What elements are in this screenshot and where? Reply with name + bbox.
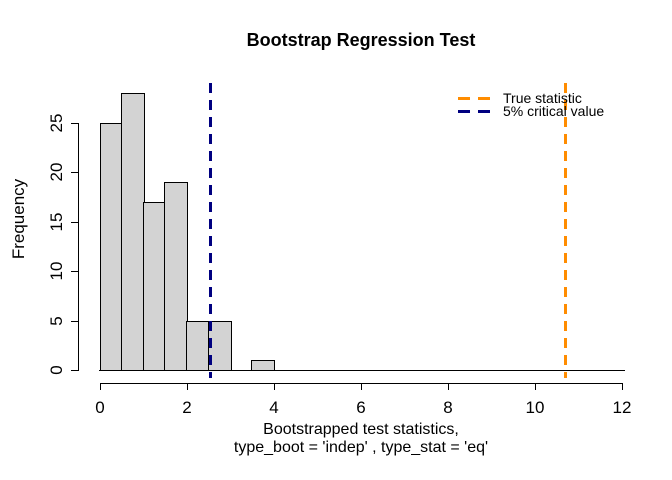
x-tick: [448, 383, 449, 390]
navy-dashed-line-icon: [458, 110, 493, 113]
x-tick-label: 4: [269, 398, 279, 417]
legend-label-critical-value: 5% critical value: [503, 103, 605, 119]
orange-dashed-line-icon: [458, 97, 493, 100]
y-tick-label: 25: [47, 113, 66, 133]
x-tick-label: 10: [525, 398, 545, 417]
y-tick: [71, 123, 78, 124]
x-tick: [535, 383, 536, 390]
legend-item-true-statistic: True statistic: [458, 90, 604, 106]
x-axis-label-line1: Bootstrapped test statistics,: [263, 421, 459, 438]
x-tick: [100, 383, 101, 390]
histogram-bar: [100, 123, 123, 371]
legend: True statistic 5% critical value: [458, 90, 605, 119]
vline-true-statistic: [564, 83, 567, 378]
y-tick: [71, 370, 78, 371]
histogram-bar: [208, 321, 232, 371]
x-tick-label: 6: [356, 398, 366, 417]
y-tick-label: 0: [47, 365, 66, 375]
y-tick-label: 10: [47, 261, 66, 281]
y-axis-line: [78, 123, 79, 371]
y-tick-label: 5: [47, 316, 66, 326]
x-tick-label: 0: [95, 398, 105, 417]
x-axis-label: Bootstrapped test statistics, type_boot …: [100, 421, 622, 457]
histogram-bar: [164, 182, 188, 371]
chart-title: Bootstrap Regression Test: [246, 30, 476, 50]
legend-item-critical-value: 5% critical value: [458, 103, 605, 119]
histogram-bar: [186, 321, 210, 371]
legend-label-true-statistic: True statistic: [503, 90, 582, 106]
y-tick: [71, 321, 78, 322]
y-tick-label: 15: [47, 212, 66, 232]
x-tick: [187, 383, 188, 390]
y-tick: [71, 172, 78, 173]
x-tick-label: 2: [182, 398, 192, 417]
y-tick-label: 20: [47, 162, 66, 182]
histogram-bar: [251, 360, 275, 371]
x-axis-label-line2: type_boot = 'indep' , type_stat = 'eq': [233, 439, 489, 456]
histogram-bar: [121, 93, 145, 371]
x-tick-label: 12: [612, 398, 632, 417]
x-tick: [361, 383, 362, 390]
y-axis-label: Frequency: [9, 178, 28, 260]
x-tick: [622, 383, 623, 390]
x-tick: [274, 383, 275, 390]
x-baseline: [99, 370, 625, 371]
y-tick: [71, 222, 78, 223]
vline-critical-value-5pct: [209, 83, 212, 378]
y-tick: [71, 271, 78, 272]
x-tick-label: 8: [443, 398, 453, 417]
